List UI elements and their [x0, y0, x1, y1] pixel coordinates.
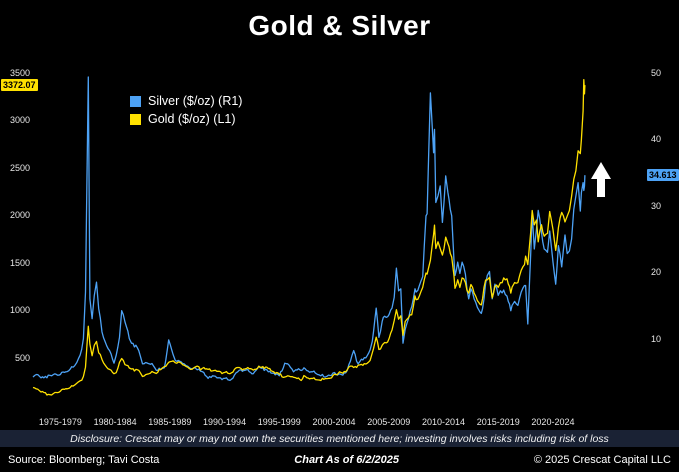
- silver-price-line: [32, 76, 586, 382]
- legend-item-silver[interactable]: Silver ($/oz) (R1): [130, 94, 242, 108]
- left-axis-label: 3500: [9, 68, 30, 78]
- gold-swatch-icon: [130, 113, 141, 125]
- x-axis-label: 2020-2024: [531, 417, 575, 427]
- x-axis-label: 2015-2019: [476, 417, 520, 427]
- x-axis-label: 1980-1984: [93, 417, 137, 427]
- source-text: Source: Bloomberg; Tavi Costa: [8, 454, 160, 466]
- left-axis-label: 1000: [9, 305, 30, 316]
- legend-item-gold[interactable]: Gold ($/oz) (L1): [130, 112, 242, 126]
- x-axis-label: 1990-1994: [203, 417, 247, 427]
- left-axis-label: 500: [14, 352, 30, 363]
- disclosure-text: Disclosure: Crescat may or may not own t…: [70, 432, 609, 445]
- right-axis-label: 10: [651, 333, 662, 344]
- footer-bar: Source: Bloomberg; Tavi Costa Chart As o…: [0, 449, 679, 471]
- page-title: Gold & Silver: [248, 10, 431, 41]
- disclosure-bar: Disclosure: Crescat may or may not own t…: [0, 430, 679, 447]
- right-axis-label: 40: [651, 134, 662, 145]
- x-axis-label: 2005-2009: [367, 417, 411, 427]
- legend-silver-label: Silver ($/oz) (R1): [148, 94, 243, 108]
- x-axis-label: 1975-1979: [38, 417, 82, 427]
- silver-swatch-icon: [130, 95, 141, 107]
- left-axis-label: 2000: [9, 210, 30, 221]
- right-axis-label: 50: [651, 68, 662, 78]
- silver-last-price-badge: 34.613: [647, 169, 679, 182]
- x-axis-label: 2010-2014: [421, 417, 465, 427]
- right-axis-label: 30: [651, 200, 662, 211]
- x-axis-label: 1995-1999: [257, 417, 301, 427]
- gold-price-line: [32, 78, 586, 396]
- right-axis-label: 20: [651, 267, 662, 278]
- chart-legend: Silver ($/oz) (R1) Gold ($/oz) (L1): [130, 94, 242, 126]
- as-of-text: Chart As of 6/2/2025: [294, 454, 400, 466]
- x-axis-label: 2000-2004: [312, 417, 356, 427]
- x-axis-label: 1985-1989: [148, 417, 192, 427]
- legend-gold-label: Gold ($/oz) (L1): [148, 112, 236, 126]
- left-axis-label: 3000: [9, 115, 30, 126]
- left-axis-label: 1500: [9, 257, 30, 268]
- gold-last-price-badge: 3372.07: [1, 79, 38, 92]
- copyright-text: © 2025 Crescat Capital LLC: [533, 454, 671, 466]
- left-axis-label: 2500: [9, 162, 30, 173]
- up-arrow-icon: [591, 162, 611, 197]
